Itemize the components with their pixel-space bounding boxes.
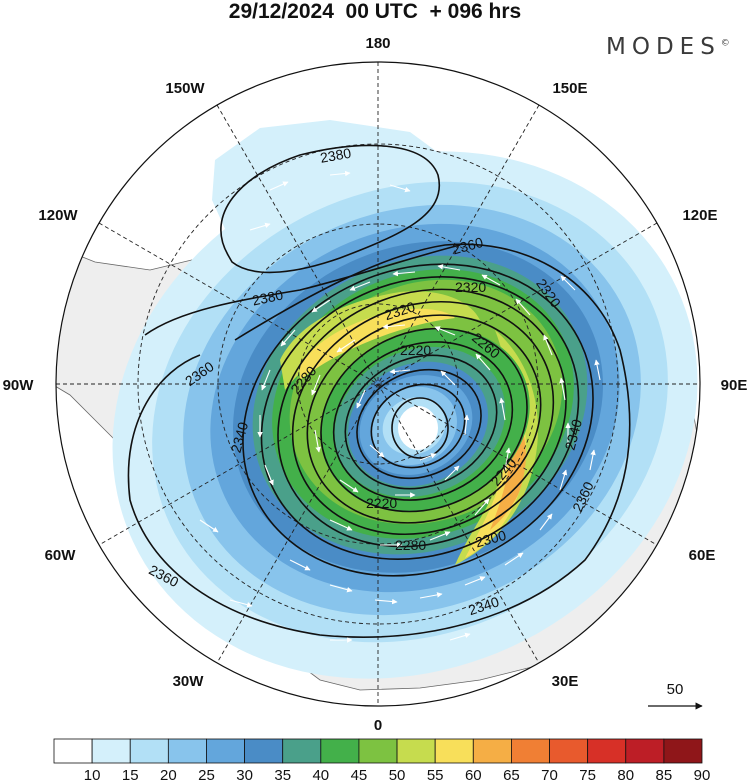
colorbar-tick-label: 30 — [236, 767, 253, 782]
colorbar-swatch — [244, 738, 284, 764]
colorbar-tick-label: 10 — [84, 767, 101, 782]
colorbar-tick-label: 50 — [389, 767, 406, 782]
lon-label-150e: 150E — [552, 80, 587, 97]
colorbar-tick-label: 35 — [274, 767, 291, 782]
colorbar-swatch — [167, 738, 207, 764]
colorbar-swatch — [206, 738, 245, 764]
colorbar-swatch — [358, 738, 398, 764]
colorbar-swatch — [587, 738, 627, 764]
colorbar-tick-label: 55 — [427, 767, 444, 782]
colorbar-swatch — [282, 738, 322, 764]
lon-label-30e: 30E — [552, 673, 579, 690]
colorbar-tick-label: 45 — [351, 767, 368, 782]
svg-text:2380: 2380 — [251, 286, 285, 308]
reference-vector-label: 50 — [667, 681, 684, 698]
colorbar-tick-label: 80 — [617, 767, 634, 782]
copyright-mark: © — [720, 38, 730, 49]
colorbar-tick-label: 85 — [656, 767, 673, 782]
colorbar-tick-label: 90 — [694, 767, 711, 782]
lon-label-120w: 120W — [38, 207, 78, 224]
colorbar-swatch — [625, 738, 665, 764]
colorbar-tick-label: 75 — [579, 767, 596, 782]
contour-label: 2360 — [451, 234, 485, 258]
lon-label-90w: 90W — [3, 377, 35, 394]
lon-label-60w: 60W — [45, 547, 77, 564]
svg-text:2340: 2340 — [562, 417, 586, 451]
wind-vectors — [199, 170, 601, 643]
svg-text:2320: 2320 — [455, 279, 486, 295]
svg-text:2380: 2380 — [319, 145, 353, 166]
svg-text:2340: 2340 — [228, 420, 252, 454]
colorbar-swatch — [663, 738, 703, 764]
contour-label: 2380 — [319, 145, 353, 166]
colorbar-tick-label: 40 — [312, 767, 329, 782]
colorbar-swatch — [91, 738, 131, 764]
lon-label-90e: 90E — [721, 377, 748, 394]
colorbar: 10 15 20 25 30 35 40 45 50 55 60 65 70 75 80 85 90 — [53, 738, 711, 782]
colorbar-swatch — [53, 738, 93, 764]
colorbar-tick-label: 15 — [122, 767, 139, 782]
contour-label: 2340 — [562, 417, 586, 451]
contour-2360 — [127, 243, 631, 638]
colorbar-swatch — [129, 738, 169, 764]
contour-label: 2320 — [455, 279, 486, 295]
contour-label: 2220 — [400, 342, 431, 358]
reference-vector: 50 — [648, 681, 703, 710]
contour-label: 2300 — [474, 527, 508, 551]
lon-label-150w: 150W — [165, 80, 205, 97]
svg-text:2300: 2300 — [474, 527, 508, 551]
contour-label: 2340 — [228, 420, 252, 454]
lon-label-120e: 120E — [682, 207, 717, 224]
brand-logo: MODES© — [606, 34, 730, 60]
svg-text:2280: 2280 — [395, 537, 426, 553]
lon-label-60e: 60E — [689, 547, 716, 564]
lon-label-30w: 30W — [173, 673, 205, 690]
colorbar-tick-label: 65 — [503, 767, 520, 782]
map-border — [55, 61, 701, 707]
contour-label: 2380 — [251, 286, 285, 308]
svg-text:2220: 2220 — [400, 342, 431, 358]
contour-2380-pacific — [220, 144, 441, 274]
lon-label-180: 180 — [365, 35, 390, 52]
colorbar-tick-label: 70 — [541, 767, 558, 782]
colorbar-swatch — [434, 738, 474, 764]
longitude-labels: 180 150E 120E 90E 60E 30E 0 30W 60W 90W … — [3, 35, 748, 734]
lon-label-0: 0 — [374, 717, 382, 734]
contour-label: 2220 — [366, 495, 397, 511]
colorbar-swatch — [511, 738, 550, 764]
contour-label: 2280 — [395, 537, 426, 553]
colorbar-swatch — [472, 738, 512, 764]
colorbar-tick-label: 25 — [198, 767, 215, 782]
colorbar-tick-label: 20 — [160, 767, 177, 782]
colorbar-swatch — [320, 738, 360, 764]
brand-name: MODES — [606, 34, 721, 60]
map-title: 29/12/2024 00 UTC + 096 hrs — [228, 0, 522, 23]
colorbar-tick-label: 60 — [465, 767, 482, 782]
colorbar-swatch — [549, 738, 589, 764]
svg-text:2360: 2360 — [451, 234, 485, 258]
wind-speed-shading — [112, 120, 698, 679]
colorbar-swatch — [396, 738, 436, 764]
height-contours — [127, 144, 631, 638]
contour-2380-rim — [144, 244, 461, 336]
svg-text:2220: 2220 — [366, 495, 397, 511]
